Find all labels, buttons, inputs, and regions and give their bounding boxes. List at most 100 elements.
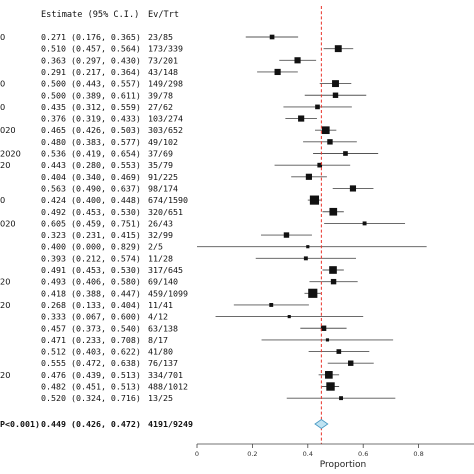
row-events-text: 320/651 [148, 207, 183, 217]
row-estimate-text: 0.465 (0.426, 0.503) [41, 125, 141, 135]
estimate-marker [283, 232, 290, 238]
row-events-text: 41/80 [148, 347, 173, 357]
row-events-text: 488/1012 [148, 382, 188, 392]
x-tick-label: 0.8 [413, 450, 423, 458]
estimate-marker [315, 104, 320, 110]
row-events-text: 173/339 [148, 44, 183, 54]
row-estimate-text: 0.333 (0.067, 0.600) [41, 312, 141, 322]
row-label-fragment: 20 [0, 370, 10, 380]
row-label-fragment: 20 [0, 277, 10, 287]
estimate-marker [269, 34, 275, 40]
row-events-text: 32/99 [148, 230, 173, 240]
row-estimate-text: 0.536 (0.419, 0.654) [41, 149, 141, 159]
row-estimate-text: 0.471 (0.233, 0.708) [41, 335, 141, 345]
row-events-text: 43/148 [148, 67, 178, 77]
estimate-marker [303, 256, 308, 261]
row-events-text: 63/138 [148, 323, 178, 333]
summary-diamond [314, 418, 329, 430]
row-estimate-text: 0.404 (0.340, 0.469) [41, 172, 141, 182]
estimate-marker [320, 325, 327, 331]
row-events-text: 149/298 [148, 79, 183, 89]
row-events-text: 26/43 [148, 218, 173, 228]
estimate-marker [309, 195, 320, 205]
row-events-text: 4/12 [148, 312, 168, 322]
estimate-marker [362, 221, 367, 226]
row-label-fragment: 020 [0, 125, 16, 135]
estimate-marker [287, 315, 291, 319]
row-label-fragment: 0 [0, 102, 5, 112]
row-estimate-text: 0.271 (0.176, 0.365) [41, 32, 141, 42]
estimate-marker [325, 371, 333, 379]
row-estimate-text: 0.510 (0.457, 0.564) [41, 44, 141, 54]
row-estimate-text: 0.492 (0.453, 0.530) [41, 207, 141, 217]
estimate-marker [321, 126, 330, 135]
row-events-text: 674/1590 [148, 195, 188, 205]
estimate-marker [334, 45, 342, 53]
row-estimate-text: 0.500 (0.443, 0.557) [41, 79, 141, 89]
row-label-fragment: 020 [0, 218, 16, 228]
header-events: Ev/Trt [148, 10, 179, 20]
row-events-text: 76/137 [148, 358, 178, 368]
row-estimate-text: 0.520 (0.324, 0.716) [41, 393, 141, 403]
row-label-fragment: 2020 [0, 149, 21, 159]
row-events-text: 11/28 [148, 253, 173, 263]
row-events-text: 303/652 [148, 125, 183, 135]
row-label-fragment: 0 [0, 195, 5, 205]
estimate-marker [294, 57, 301, 64]
row-events-text: 8/17 [148, 335, 168, 345]
row-events-text: 69/140 [148, 277, 178, 287]
row-estimate-text: 0.493 (0.406, 0.580) [41, 277, 141, 287]
estimate-marker [325, 338, 330, 342]
row-estimate-text: 0.424 (0.400, 0.448) [41, 195, 141, 205]
estimate-marker [326, 382, 335, 391]
row-events-text: 35/79 [148, 160, 173, 170]
x-tick-label: 0.4 [303, 450, 313, 458]
row-events-text: 49/102 [148, 137, 178, 147]
row-estimate-text: 0.563 (0.490, 0.637) [41, 183, 141, 193]
row-estimate-text: 0.400 (0.000, 0.829) [41, 242, 141, 252]
row-events-text: 23/85 [148, 32, 173, 42]
x-axis-title: Proportion [320, 460, 366, 470]
row-events-text: 103/274 [148, 114, 183, 124]
row-estimate-text: 0.393 (0.212, 0.574) [41, 253, 141, 263]
row-estimate-text: 0.605 (0.459, 0.751) [41, 218, 141, 228]
row-events-text: 11/41 [148, 300, 173, 310]
row-events-text: 27/62 [148, 102, 173, 112]
header-estimate: Estimate (95% C.I.) [41, 10, 139, 20]
x-tick-label: 0 [195, 450, 199, 458]
estimate-marker [330, 278, 337, 285]
row-estimate-text: 0.500 (0.389, 0.611) [41, 90, 141, 100]
row-label-fragment: 20 [0, 300, 10, 310]
row-events-text: 2/5 [148, 242, 163, 252]
estimate-marker [336, 349, 342, 354]
estimate-marker [298, 115, 305, 122]
row-estimate-text: 0.555 (0.472, 0.638) [41, 358, 141, 368]
summary-label-fragment: P<0.001) [0, 419, 40, 429]
row-estimate-text: 0.480 (0.383, 0.577) [41, 137, 141, 147]
row-estimate-text: 0.435 (0.312, 0.559) [41, 102, 141, 112]
estimate-marker [269, 303, 274, 307]
row-estimate-text: 0.268 (0.133, 0.404) [41, 300, 141, 310]
row-estimate-text: 0.512 (0.403, 0.622) [41, 347, 141, 357]
row-label-fragment: 0 [0, 79, 5, 89]
x-tick-label: 0.2 [247, 450, 257, 458]
row-estimate-text: 0.418 (0.388, 0.447) [41, 288, 141, 298]
estimate-marker [308, 288, 318, 298]
estimate-marker [306, 245, 310, 249]
estimate-marker [332, 92, 339, 98]
summary-events-text: 4191/9249 [148, 419, 193, 429]
estimate-marker [305, 173, 312, 180]
estimate-marker [348, 360, 354, 366]
row-estimate-text: 0.323 (0.231, 0.415) [41, 230, 141, 240]
estimate-marker [327, 139, 333, 145]
estimate-marker [339, 396, 343, 401]
row-estimate-text: 0.491 (0.453, 0.530) [41, 265, 141, 275]
row-estimate-text: 0.363 (0.297, 0.430) [41, 55, 141, 65]
row-events-text: 13/25 [148, 393, 173, 403]
row-events-text: 317/645 [148, 265, 183, 275]
estimate-marker [329, 266, 337, 274]
row-estimate-text: 0.457 (0.373, 0.540) [41, 323, 141, 333]
row-estimate-text: 0.476 (0.439, 0.513) [41, 370, 141, 380]
row-estimate-text: 0.443 (0.280, 0.553) [41, 160, 141, 170]
